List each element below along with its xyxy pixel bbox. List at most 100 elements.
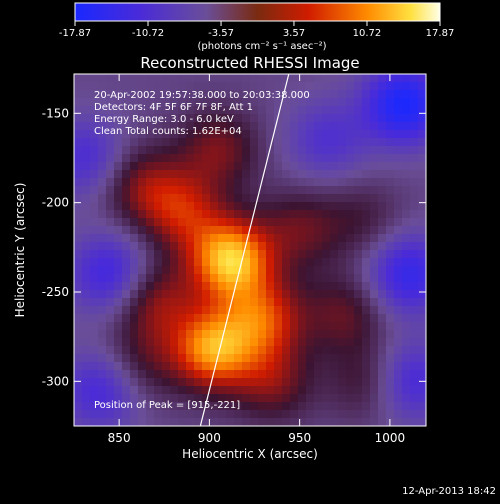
heatmap-cell (242, 194, 251, 203)
heatmap-cell (170, 322, 179, 331)
heatmap-cell (194, 338, 203, 347)
heatmap-cell (170, 178, 179, 187)
heatmap-cell (122, 234, 131, 243)
heatmap-cell (298, 114, 307, 123)
heatmap-cell (202, 114, 211, 123)
heatmap-cell (330, 170, 339, 179)
heatmap-cell (194, 170, 203, 179)
heatmap-cell (98, 98, 107, 107)
heatmap-cell (314, 306, 323, 315)
heatmap-cell (122, 298, 131, 307)
heatmap-cell (170, 402, 179, 411)
heatmap-cell (330, 90, 339, 99)
heatmap-cell (90, 210, 99, 219)
heatmap-cell (202, 274, 211, 283)
heatmap-cell (274, 354, 283, 363)
heatmap-cell (410, 370, 419, 379)
heatmap-cell (282, 234, 291, 243)
heatmap-cell (122, 362, 131, 371)
heatmap-cell (386, 250, 395, 259)
heatmap-cell (178, 274, 187, 283)
heatmap-cell (394, 90, 403, 99)
heatmap-cell (410, 218, 419, 227)
heatmap-cell (234, 202, 243, 211)
heatmap-cell (234, 266, 243, 275)
heatmap-cell (226, 82, 235, 91)
annotation-line: 20-Apr-2002 19:57:38.000 to 20:03:38.000 (94, 90, 310, 101)
heatmap-cell (154, 394, 163, 403)
heatmap-cell (226, 410, 235, 419)
heatmap-cell (282, 114, 291, 123)
heatmap-cell (242, 98, 251, 107)
heatmap-cell (370, 178, 379, 187)
heatmap-cell (90, 154, 99, 163)
heatmap-cell (266, 154, 275, 163)
heatmap-cell (370, 330, 379, 339)
heatmap-cell (410, 290, 419, 299)
x-tick-label: 850 (108, 431, 131, 445)
heatmap-cell (266, 282, 275, 291)
heatmap-cell (346, 378, 355, 387)
heatmap-cell (394, 330, 403, 339)
heatmap-cell (274, 122, 283, 131)
heatmap-cell (170, 354, 179, 363)
heatmap-cell (418, 362, 426, 371)
heatmap-cell (82, 218, 91, 227)
heatmap-cell (314, 98, 323, 107)
heatmap-cell (370, 130, 379, 139)
heatmap-cell (306, 410, 315, 419)
heatmap-cell (234, 90, 243, 99)
heatmap-cell (330, 298, 339, 307)
heatmap-cell (282, 258, 291, 267)
heatmap-cell (202, 178, 211, 187)
heatmap-cell (330, 250, 339, 259)
heatmap-cell (386, 362, 395, 371)
heatmap-cell (306, 386, 315, 395)
heatmap-cell (362, 114, 371, 123)
heatmap-cell (98, 346, 107, 355)
heatmap-cell (242, 82, 251, 91)
heatmap-cell (290, 98, 299, 107)
heatmap-cell (314, 402, 323, 411)
heatmap-cell (178, 250, 187, 259)
heatmap-cell (178, 386, 187, 395)
heatmap-cell (402, 386, 411, 395)
heatmap-cell (170, 282, 179, 291)
heatmap-cell (162, 402, 171, 411)
heatmap-cell (314, 418, 323, 426)
heatmap-cell (402, 202, 411, 211)
heatmap-cell (106, 218, 115, 227)
heatmap-cell (234, 386, 243, 395)
heatmap-cell (154, 210, 163, 219)
heatmap-cell (378, 298, 387, 307)
heatmap-cell (410, 146, 419, 155)
heatmap-cell (154, 114, 163, 123)
heatmap-cell (354, 298, 363, 307)
heatmap-cell (354, 330, 363, 339)
heatmap-cell (322, 338, 331, 347)
heatmap-cell (218, 226, 227, 235)
heatmap-cell (418, 418, 426, 426)
heatmap-cell (362, 178, 371, 187)
heatmap-cell (218, 394, 227, 403)
colorbar-tick-label: -17.87 (59, 28, 91, 39)
heatmap-cell (154, 146, 163, 155)
heatmap-cell (90, 90, 99, 99)
heatmap-cell (314, 282, 323, 291)
heatmap-cell (410, 98, 419, 107)
heatmap-cell (122, 274, 131, 283)
heatmap-cell (218, 314, 227, 323)
heatmap-cell (178, 186, 187, 195)
heatmap-cell (314, 394, 323, 403)
heatmap-cell (266, 378, 275, 387)
heatmap-cell (274, 394, 283, 403)
heatmap-cell (162, 274, 171, 283)
heatmap-cell (82, 226, 91, 235)
heatmap-cell (386, 274, 395, 283)
heatmap-cell (146, 154, 155, 163)
heatmap-cell (114, 418, 123, 426)
heatmap-cell (378, 122, 387, 131)
heatmap-cell (322, 394, 331, 403)
heatmap-cell (418, 242, 426, 251)
heatmap-cell (194, 210, 203, 219)
